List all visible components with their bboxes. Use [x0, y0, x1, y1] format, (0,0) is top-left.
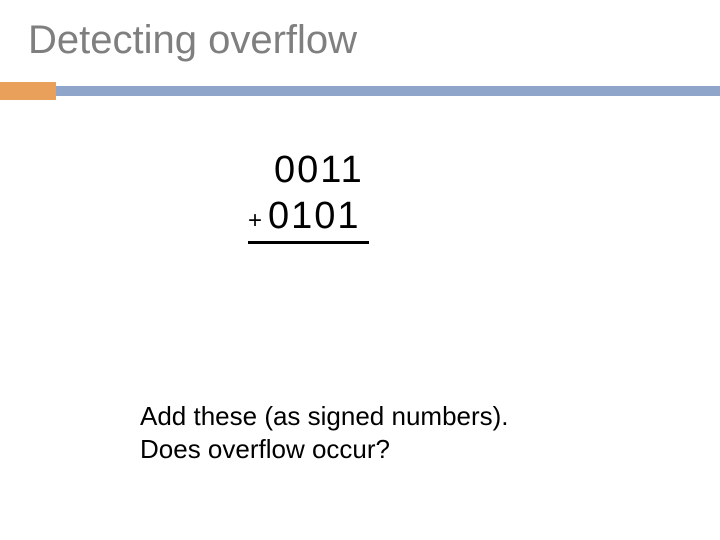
plus-sign: + — [248, 207, 262, 236]
operand-bottom-row: + 0101 — [248, 194, 369, 245]
binary-addition: 0011 + 0101 — [248, 148, 369, 244]
question-line-1: Add these (as signed numbers). — [140, 400, 509, 433]
operand-top: 0011 — [248, 148, 369, 194]
question-text: Add these (as signed numbers). Does over… — [140, 400, 509, 465]
slide-title: Detecting overflow — [28, 18, 357, 63]
operand-bottom: 0101 — [268, 194, 361, 240]
title-divider-bar — [0, 82, 720, 100]
question-line-2: Does overflow occur? — [140, 433, 509, 466]
bar-main — [56, 86, 720, 96]
bar-accent — [0, 82, 56, 100]
